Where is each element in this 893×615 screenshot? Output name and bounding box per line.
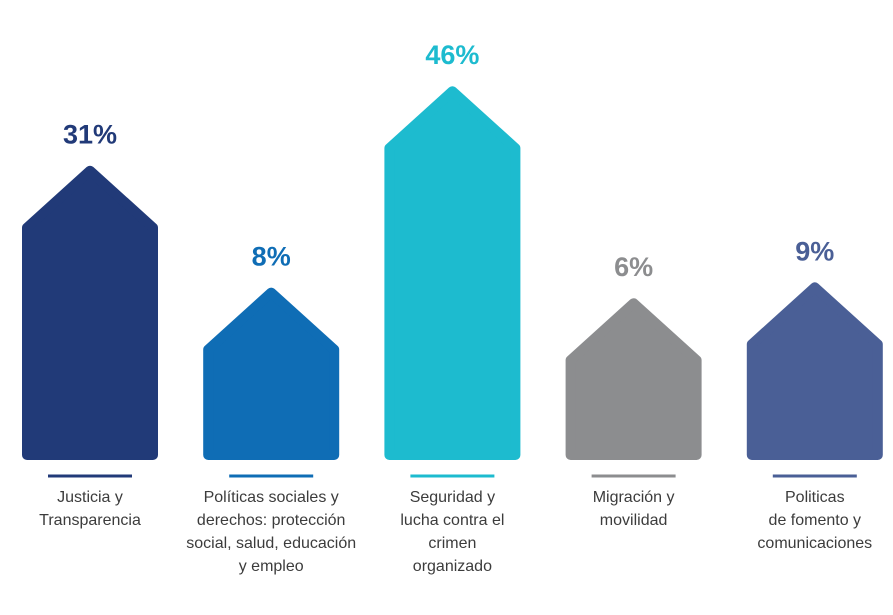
bar [203, 287, 340, 460]
value-label: 31% [63, 120, 117, 150]
bar [384, 86, 521, 460]
bar [746, 282, 883, 460]
value-label: 9% [795, 236, 834, 266]
category-label: Migración y movilidad [592, 489, 675, 529]
category-label: Justicia y Transparencia [39, 489, 141, 529]
category-label: Seguridad y lucha contra el crimen organ… [400, 489, 505, 575]
category-label: Politicas de fomento y comunicaciones [757, 489, 873, 552]
bar [565, 298, 702, 460]
bar [22, 165, 158, 460]
category-label: Políticas sociales y derechos: protecció… [186, 489, 357, 575]
value-label: 6% [614, 252, 653, 282]
value-label: 46% [425, 40, 479, 70]
value-label: 8% [252, 242, 291, 272]
